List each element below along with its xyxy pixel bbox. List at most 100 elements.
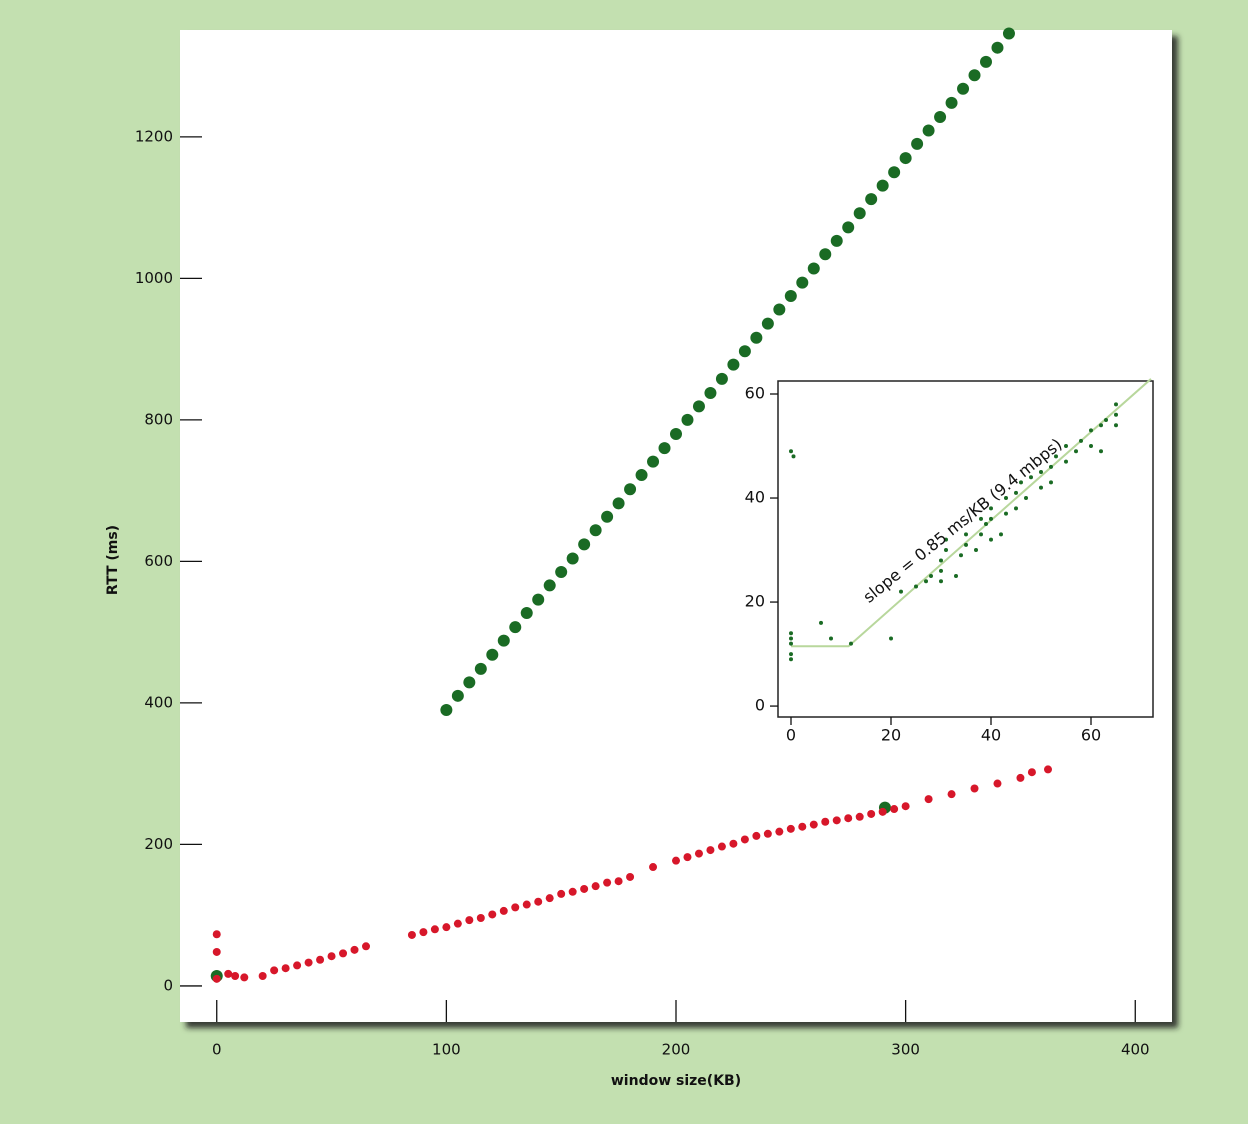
point: [603, 878, 612, 887]
point: [543, 579, 556, 592]
point: [924, 795, 933, 804]
point: [809, 820, 818, 829]
y-tick-label: 800: [144, 410, 173, 428]
y-tick-label: 400: [144, 693, 173, 711]
point: [889, 636, 893, 641]
point: [819, 248, 832, 261]
point: [842, 221, 855, 234]
point: [440, 703, 453, 716]
point: [534, 897, 543, 906]
point: [999, 532, 1003, 537]
point: [683, 853, 692, 862]
point: [704, 386, 717, 399]
point: [964, 532, 968, 537]
point: [888, 166, 901, 179]
point: [694, 849, 703, 858]
point: [1039, 470, 1043, 475]
point: [865, 193, 878, 206]
point: [1014, 506, 1018, 511]
point: [281, 964, 290, 973]
point: [1049, 480, 1053, 485]
point: [612, 497, 625, 510]
point: [993, 779, 1002, 788]
point: [532, 593, 545, 606]
point: [807, 262, 820, 275]
point: [979, 532, 983, 537]
point: [789, 641, 793, 646]
x-tick-label: 200: [662, 1041, 691, 1059]
y-tick-label: 0: [163, 976, 173, 994]
point: [1074, 449, 1078, 454]
point: [867, 809, 876, 818]
point: [979, 516, 983, 521]
point: [763, 829, 772, 838]
point: [727, 358, 740, 371]
point: [224, 969, 233, 978]
x-tick-label: 60: [1081, 726, 1101, 745]
point: [821, 817, 830, 826]
y-tick-label: 600: [144, 552, 173, 570]
point: [350, 945, 359, 954]
point: [911, 137, 924, 150]
point: [939, 558, 943, 563]
point: [989, 537, 993, 542]
x-axis-title: window size(KB): [611, 1073, 741, 1089]
point: [789, 631, 793, 636]
point: [798, 822, 807, 831]
point: [717, 842, 726, 851]
point: [789, 657, 793, 662]
point: [974, 548, 978, 553]
point: [476, 913, 485, 922]
point: [830, 234, 843, 247]
point: [844, 814, 853, 823]
point: [1024, 496, 1028, 501]
point: [715, 372, 728, 385]
point: [1114, 412, 1118, 417]
point: [944, 537, 948, 542]
point: [706, 846, 715, 855]
y-tick-label: 200: [144, 835, 173, 853]
point: [761, 317, 774, 330]
point: [914, 584, 918, 589]
point: [451, 689, 464, 702]
point: [580, 884, 589, 893]
point: [899, 152, 912, 165]
point: [989, 516, 993, 521]
inset-plot: 0 20 40 60 0 20 40 60: [745, 378, 1154, 745]
point: [729, 839, 738, 848]
point: [876, 179, 889, 192]
point: [635, 469, 648, 482]
point: [614, 877, 623, 886]
point: [1114, 423, 1118, 428]
point: [522, 900, 531, 909]
point: [1044, 765, 1052, 774]
point: [212, 974, 221, 983]
point: [339, 949, 348, 958]
point: [626, 872, 635, 881]
point: [624, 483, 637, 496]
point: [1064, 444, 1068, 449]
point: [442, 923, 451, 932]
point: [939, 568, 943, 573]
point: [784, 290, 797, 303]
point: [968, 69, 981, 82]
point: [752, 831, 761, 840]
point: [750, 331, 763, 344]
point: [901, 802, 910, 811]
point: [681, 413, 694, 426]
y-tick-label: 60: [745, 384, 765, 403]
x-tick-label: 20: [881, 726, 901, 745]
point: [240, 973, 249, 982]
point: [789, 449, 793, 454]
point: [499, 906, 508, 915]
point: [957, 82, 970, 95]
point: [1104, 418, 1108, 423]
point: [1039, 485, 1043, 490]
point: [738, 345, 751, 358]
y-tick-label: 1200: [135, 127, 173, 145]
point: [672, 856, 680, 865]
point: [520, 607, 533, 620]
point: [899, 589, 903, 594]
point: [545, 894, 554, 903]
